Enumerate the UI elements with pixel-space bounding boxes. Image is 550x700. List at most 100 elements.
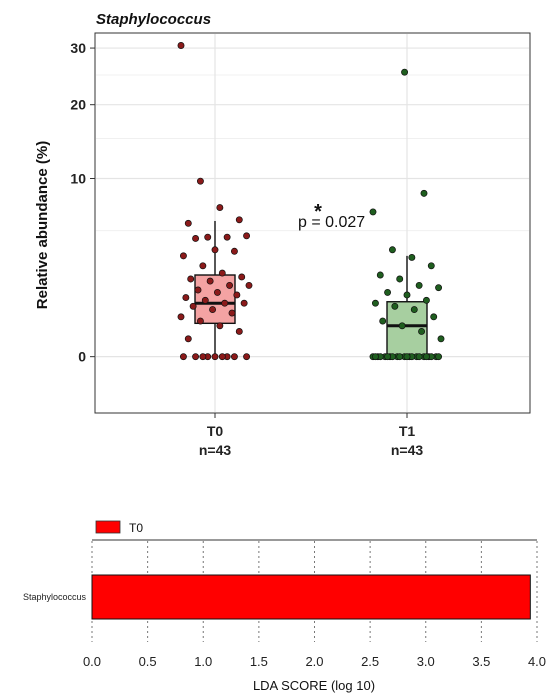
data-point (435, 353, 443, 361)
data-point (401, 68, 409, 76)
lda-x-tick-label: 1.5 (250, 654, 268, 669)
lda-x-tick-label: 0.0 (83, 654, 101, 669)
significance-star: * (314, 201, 322, 223)
data-point (410, 306, 418, 313)
data-point (235, 328, 243, 335)
data-point (437, 335, 445, 343)
data-point (415, 281, 423, 289)
data-point (182, 294, 190, 302)
data-point (415, 353, 423, 361)
data-point (177, 42, 185, 49)
data-point (430, 313, 438, 321)
y-tick-label: 0 (78, 349, 86, 365)
legend-label-t0: T0 (129, 521, 143, 535)
data-point (194, 286, 202, 294)
data-points (177, 42, 445, 361)
data-point (179, 252, 187, 260)
sample-size-label: n=43 (199, 442, 232, 458)
data-point (192, 353, 200, 361)
chart-title: Staphylococcus (96, 11, 211, 28)
data-point (384, 288, 392, 296)
y-tick-label: 30 (70, 40, 86, 56)
data-point (398, 322, 406, 330)
y-axis-label: Relative abundance (%) (34, 141, 51, 309)
lda-x-tick-label: 3.5 (472, 654, 490, 669)
data-point (206, 277, 214, 285)
data-point (199, 262, 207, 270)
data-point (388, 246, 396, 254)
data-point (189, 302, 197, 310)
data-point (418, 328, 426, 335)
data-point (196, 317, 204, 325)
data-point (196, 177, 204, 185)
data-point (213, 288, 221, 296)
data-point (235, 216, 243, 224)
data-point (184, 219, 192, 227)
y-tick-label: 20 (70, 97, 86, 113)
data-point (211, 353, 219, 361)
lda-category-label: Staphylococcus (23, 592, 87, 602)
y-axis-ticks: 0 10 20 30 (70, 40, 95, 365)
lda-bar-chart: T0 Staphylococcus 0.0 0.5 1.0 1.5 2.0 2.5 3.0 3… (23, 520, 546, 693)
data-point (238, 273, 246, 281)
data-point (218, 269, 226, 277)
data-point (422, 296, 430, 304)
data-point (369, 208, 377, 216)
data-point (408, 254, 416, 261)
data-point (240, 299, 248, 307)
sample-size-label: n=43 (391, 442, 424, 458)
gridlines (96, 34, 529, 412)
data-point (379, 317, 387, 325)
data-point (396, 353, 404, 361)
data-point (187, 275, 195, 283)
legend-swatch-t0 (95, 520, 121, 534)
data-point (376, 271, 384, 279)
data-point (403, 353, 411, 361)
data-point (177, 313, 185, 321)
data-point (218, 353, 226, 361)
data-point (201, 296, 209, 304)
data-point (221, 299, 229, 307)
data-point (230, 247, 238, 255)
data-point (391, 302, 399, 310)
data-point (209, 306, 217, 313)
data-point (245, 281, 253, 289)
lda-x-tick-label: 1.0 (194, 654, 212, 669)
data-point (243, 353, 251, 361)
data-point (179, 353, 187, 361)
lda-bar (91, 574, 531, 620)
lda-x-axis-label: LDA SCORE (log 10) (253, 678, 375, 693)
y-tick-label: 10 (70, 170, 86, 186)
lda-category-labels: Staphylococcus (23, 592, 87, 602)
data-point (427, 262, 435, 270)
lda-bars (91, 574, 531, 620)
lda-x-tick-label: 0.5 (139, 654, 157, 669)
x-tick-label: T1 (399, 423, 416, 439)
data-point (226, 281, 234, 289)
data-point (396, 275, 404, 283)
data-point (216, 322, 224, 330)
data-point (204, 233, 212, 241)
boxplot-chart: Staphylococcus 0 10 20 30 Relative abundanc… (34, 11, 531, 458)
data-point (192, 235, 200, 242)
lda-x-tick-label: 2.5 (361, 654, 379, 669)
data-point (371, 353, 379, 361)
data-point (211, 246, 219, 254)
lda-x-tick-label: 3.0 (417, 654, 435, 669)
data-point (223, 233, 231, 241)
plot-panel (94, 32, 531, 414)
lda-x-ticks: 0.0 0.5 1.0 1.5 2.0 2.5 3.0 3.5 4.0 (83, 654, 546, 669)
data-point (435, 284, 443, 292)
x-tick-label: T0 (207, 423, 224, 439)
p-value-annotation: p = 0.027 (298, 214, 365, 231)
data-point (371, 299, 379, 307)
data-point (384, 353, 392, 361)
data-point (199, 353, 207, 361)
data-point (184, 335, 192, 343)
lda-x-tick-label: 4.0 (528, 654, 546, 669)
x-axis-labels: T0 n=43 T1 n=43 (199, 413, 424, 458)
data-point (216, 204, 224, 212)
data-point (243, 232, 251, 240)
data-point (403, 291, 411, 299)
